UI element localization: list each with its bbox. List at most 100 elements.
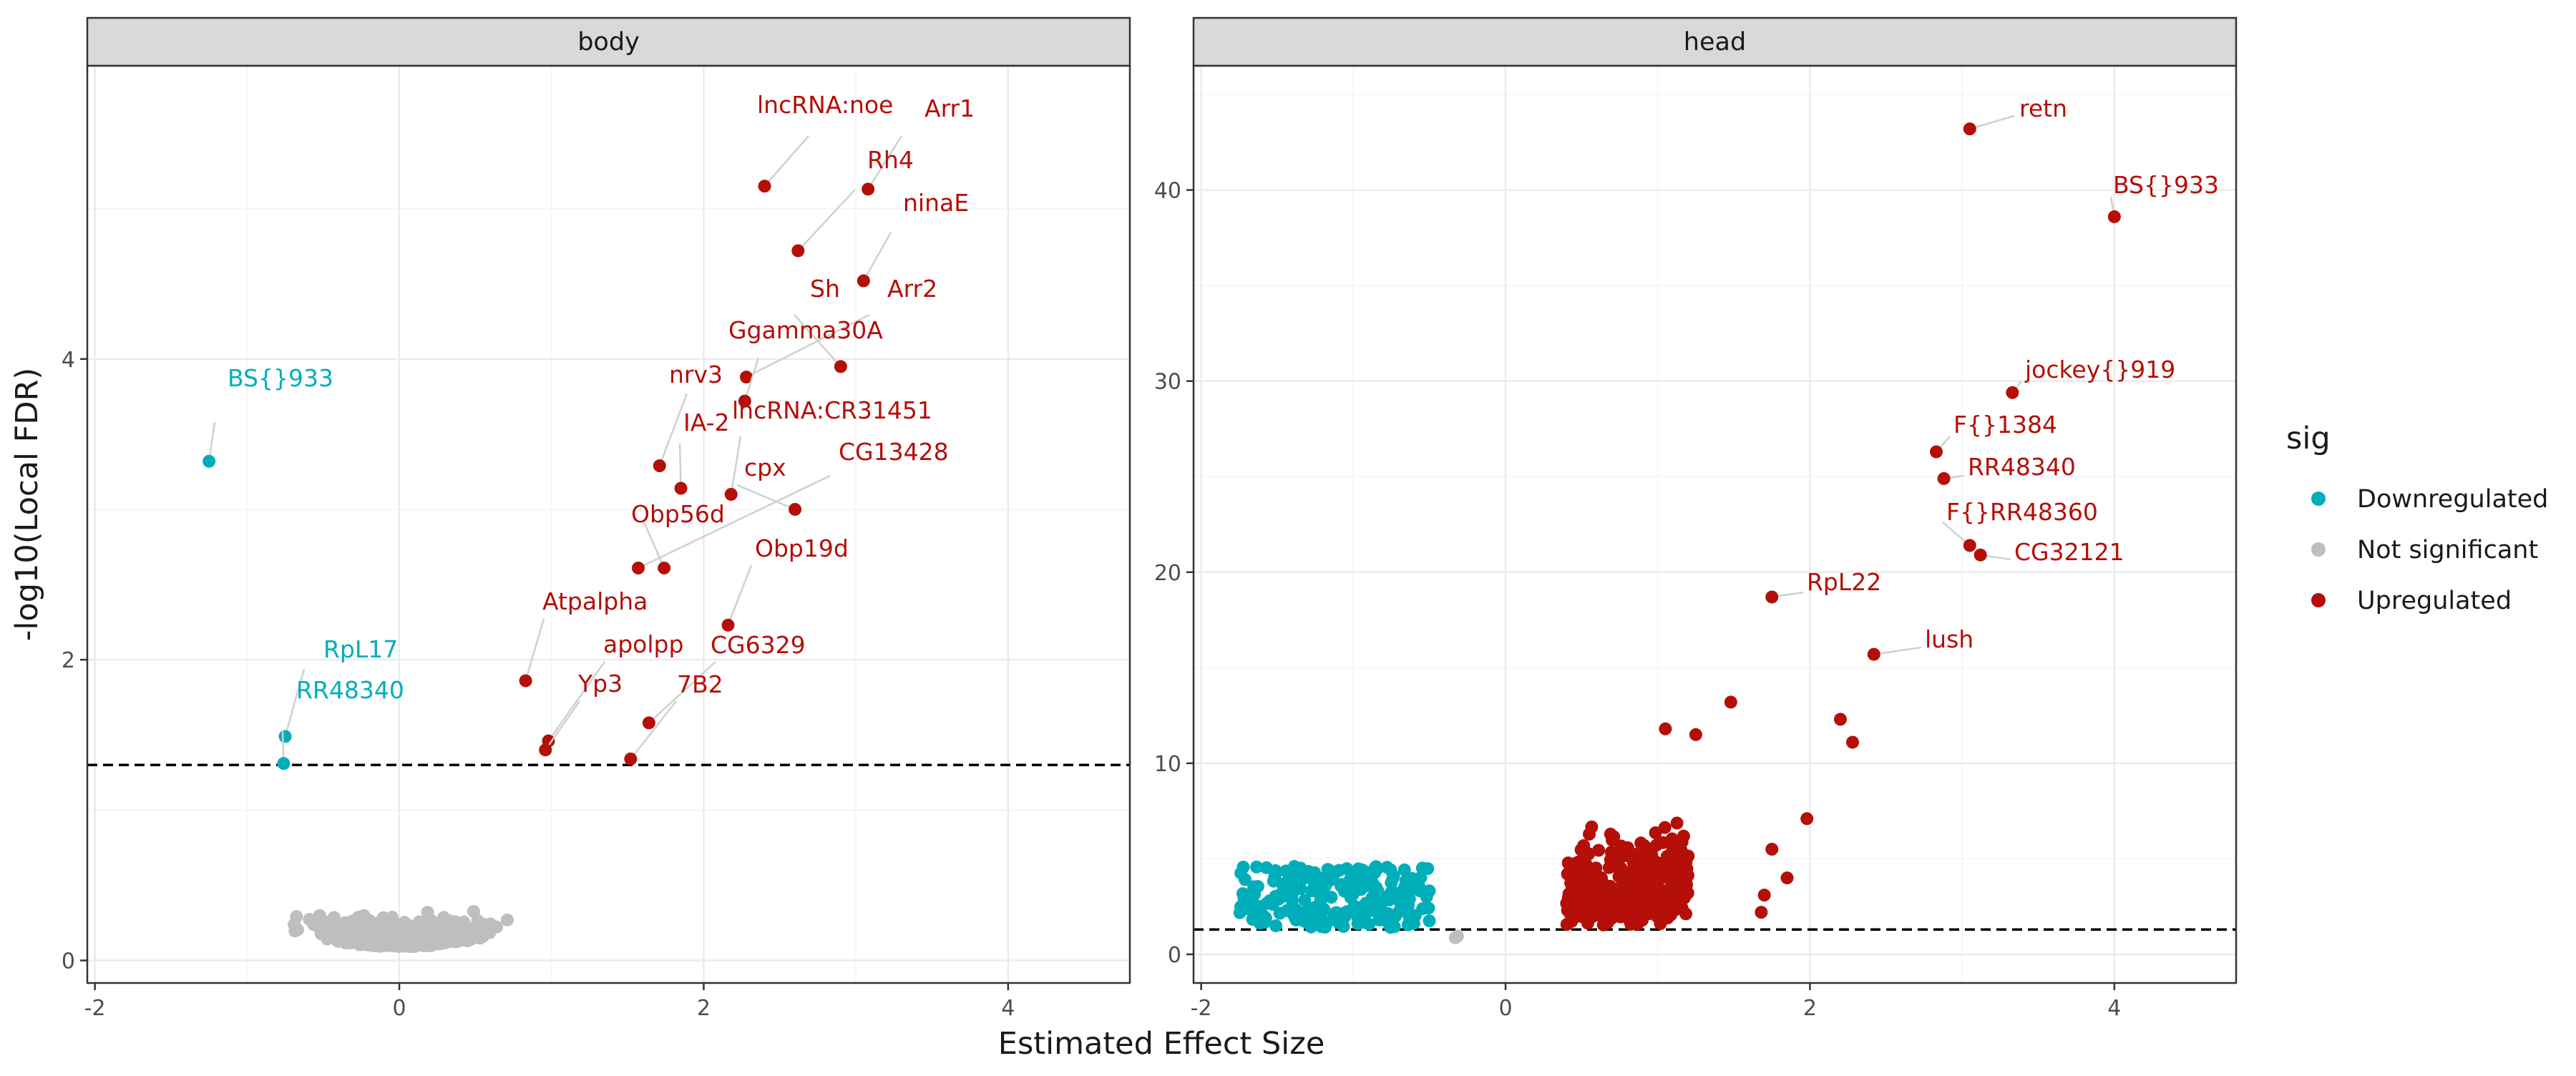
data-point-Arr2	[739, 371, 753, 384]
point-label: F{}1384	[1953, 411, 2057, 439]
data-point-lush	[1867, 647, 1880, 661]
data-point	[1601, 895, 1615, 909]
y-tick-label: 0	[62, 949, 75, 974]
label-connector	[1969, 114, 2015, 130]
x-tick-label: 0	[392, 996, 406, 1021]
data-point	[1279, 864, 1293, 878]
data-point-Obp56d	[658, 561, 671, 574]
data-point	[1298, 894, 1312, 907]
data-point	[1611, 888, 1625, 901]
data-point-Arr1	[862, 182, 875, 196]
point-label: CG13428	[839, 438, 949, 466]
data-point	[1780, 871, 1794, 885]
data-point	[1637, 838, 1651, 852]
data-point	[341, 919, 355, 933]
data-point-F{}1384	[1929, 445, 1943, 459]
data-point-7B2	[624, 752, 638, 766]
plot-area-head	[1194, 66, 2236, 983]
y-axis-title: -log10(Local FDR)	[9, 368, 45, 641]
data-point	[1579, 851, 1592, 865]
data-point	[1582, 827, 1596, 841]
data-point	[1395, 895, 1408, 909]
data-point	[1800, 812, 1814, 826]
data-point	[1633, 864, 1646, 877]
data-point-RpL17	[278, 730, 292, 743]
panel-border	[1192, 64, 2238, 984]
point-label: Obp56d	[631, 500, 725, 528]
data-point-jockey{}919	[2006, 386, 2019, 399]
legend-label: Not significant	[2357, 536, 2538, 564]
data-point-CG32121	[1974, 548, 1987, 562]
point-label: Arr2	[887, 275, 937, 303]
panel-head: head-2 0 2 4010203040retnBS{}933jockey{}919…	[1154, 16, 2238, 1021]
data-point	[1348, 880, 1362, 894]
data-point	[424, 936, 438, 950]
data-point	[1604, 853, 1617, 866]
data-point	[1592, 843, 1606, 857]
facet-strip-label-head: head	[1684, 28, 1746, 57]
y-tick-label: 2	[62, 648, 75, 673]
point-label: lncRNA:noe	[757, 91, 893, 119]
y-tick-label: 4	[62, 348, 75, 373]
label-connector	[545, 700, 581, 750]
point-label: Sh	[810, 275, 840, 303]
data-point	[1621, 881, 1634, 895]
label-connector	[763, 135, 809, 187]
data-point	[421, 924, 435, 937]
data-point	[1308, 866, 1322, 879]
data-point	[1565, 914, 1579, 928]
point-label: F{}RR48360	[1946, 498, 2098, 526]
data-point	[1674, 844, 1688, 858]
data-point	[1650, 910, 1664, 924]
data-point	[471, 914, 484, 927]
data-point	[1234, 866, 1248, 880]
data-point-ninaE	[857, 274, 870, 288]
data-point	[1765, 843, 1779, 856]
data-point	[437, 911, 451, 924]
point-label: Arr1	[924, 94, 975, 122]
data-point	[1596, 881, 1610, 894]
data-point	[1659, 722, 1672, 735]
data-point-cpx	[789, 502, 802, 516]
plot-area-body	[87, 66, 1130, 983]
data-point	[1632, 876, 1646, 890]
data-point	[1665, 832, 1679, 846]
point-label: apolpp	[603, 630, 683, 658]
data-point	[1583, 872, 1596, 886]
legend-key	[2311, 593, 2326, 607]
label-connector	[630, 700, 677, 760]
data-point	[1420, 890, 1433, 904]
data-point	[1582, 897, 1596, 911]
data-point	[1347, 899, 1361, 913]
data-point	[394, 935, 408, 949]
data-point	[1614, 839, 1628, 853]
x-tick-label: 4	[2107, 996, 2121, 1021]
x-tick-label: -2	[84, 996, 106, 1021]
point-label: BS{}933	[2113, 171, 2219, 199]
legend-key	[2311, 542, 2326, 557]
data-point	[1677, 829, 1690, 843]
data-point-IA-2	[674, 481, 688, 495]
label-connector	[797, 189, 856, 252]
label-connector	[284, 668, 306, 737]
data-point	[1679, 876, 1693, 890]
label-connector	[730, 436, 742, 495]
data-point	[1253, 916, 1267, 930]
data-point-nrv3	[653, 459, 666, 473]
data-point	[1724, 695, 1737, 709]
data-point	[1286, 887, 1299, 901]
data-point	[371, 936, 385, 950]
panel-body: body -2 0 2 4 0 2 4 BS{}933 RpL17 RR48340 lncRNA:no…	[62, 16, 1131, 1021]
data-point	[1619, 909, 1632, 923]
label-connector	[862, 232, 892, 282]
label-connector	[743, 357, 760, 402]
label-connector	[1873, 646, 1922, 655]
data-point	[1393, 904, 1407, 918]
data-point	[1757, 889, 1771, 902]
data-point	[1387, 869, 1400, 883]
data-point	[1594, 871, 1608, 884]
point-label: BS{}933	[228, 364, 333, 392]
label-connector	[547, 661, 606, 742]
panel-border	[86, 64, 1131, 984]
label-connector	[208, 421, 216, 461]
